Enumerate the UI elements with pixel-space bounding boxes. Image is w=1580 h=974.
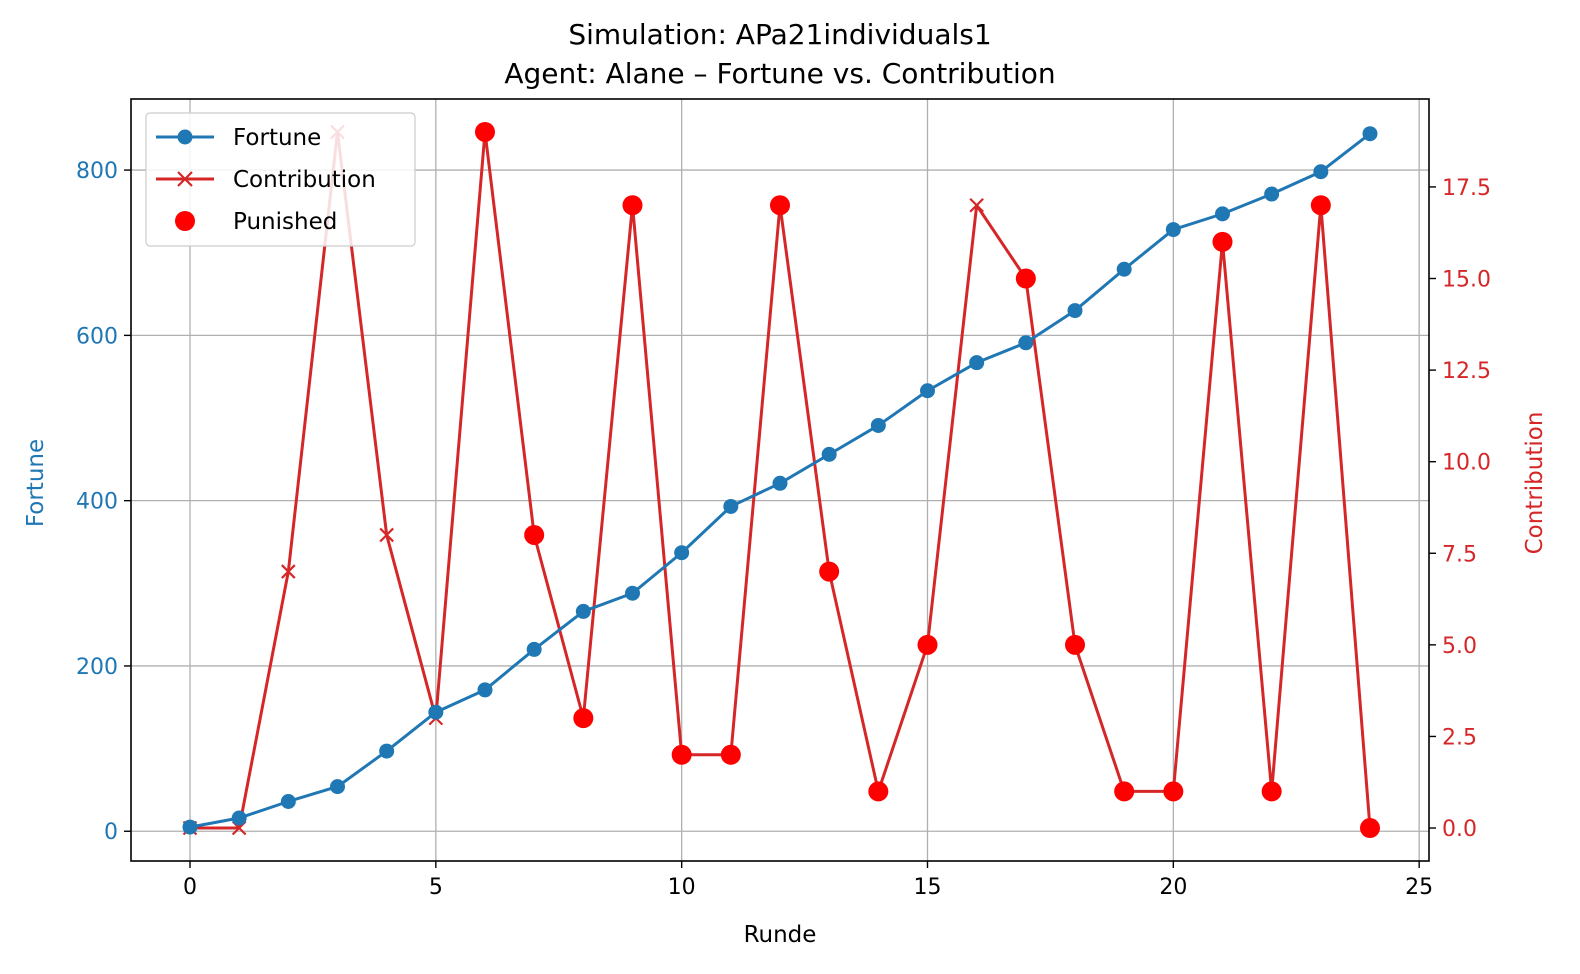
punished-point bbox=[1360, 818, 1380, 839]
y-right-tick-label: 10.0 bbox=[1442, 451, 1491, 476]
legend-punished-label: Punished bbox=[233, 209, 337, 235]
contribution-point bbox=[969, 197, 984, 213]
punished-series bbox=[475, 121, 1380, 839]
x-tick-label: 5 bbox=[429, 875, 443, 900]
legend-fortune-marker bbox=[177, 129, 193, 145]
fortune-point bbox=[1165, 222, 1181, 238]
fortune-point bbox=[674, 545, 690, 561]
punished-point bbox=[1261, 781, 1282, 802]
y-left-tick-label: 600 bbox=[76, 324, 118, 349]
fortune-point bbox=[1215, 206, 1230, 222]
y-axis-right-label: Contribution bbox=[1522, 412, 1548, 555]
punished-point bbox=[524, 524, 545, 545]
punished-point bbox=[1015, 268, 1036, 289]
fortune-point bbox=[575, 603, 591, 619]
contribution-point bbox=[281, 564, 296, 579]
fortune-point bbox=[1067, 303, 1083, 319]
y-axis-left-label: Fortune bbox=[23, 439, 49, 527]
fortune-point bbox=[477, 682, 493, 698]
y-right-tick-label: 12.5 bbox=[1442, 359, 1491, 384]
punished-point bbox=[671, 744, 692, 765]
y-right-tick-label: 5.0 bbox=[1442, 634, 1477, 659]
y-right-tick-label: 7.5 bbox=[1442, 542, 1477, 567]
x-tick-label: 10 bbox=[668, 875, 696, 900]
fortune-point bbox=[821, 446, 837, 462]
x-tick-label: 0 bbox=[183, 875, 197, 900]
legend: Fortune Contribution Punished bbox=[145, 112, 416, 247]
y-left-tick-label: 400 bbox=[76, 490, 118, 515]
punished-point bbox=[622, 195, 643, 216]
punished-point bbox=[573, 708, 594, 729]
fortune-point bbox=[1313, 164, 1329, 180]
y-right-tick-label: 2.5 bbox=[1442, 725, 1477, 750]
punished-point bbox=[1163, 781, 1184, 802]
fortune-series bbox=[182, 126, 1378, 835]
fortune-point bbox=[182, 819, 198, 835]
x-axis-label: Runde bbox=[744, 922, 817, 948]
y-right-tick-label: 0.0 bbox=[1442, 817, 1477, 842]
contribution-point bbox=[379, 527, 394, 543]
fortune-point bbox=[723, 498, 739, 514]
fortune-point bbox=[772, 475, 788, 491]
punished-point bbox=[1114, 781, 1135, 802]
fortune-point bbox=[920, 383, 935, 399]
fortune-point bbox=[1264, 186, 1280, 202]
punished-point bbox=[1310, 195, 1331, 216]
fortune-point bbox=[379, 743, 395, 759]
y-left-tick-label: 200 bbox=[76, 655, 118, 680]
punished-point bbox=[475, 121, 495, 142]
fortune-point bbox=[526, 641, 542, 657]
punished-point bbox=[868, 781, 889, 802]
plot-frame bbox=[130, 98, 1430, 862]
fortune-point bbox=[330, 779, 345, 795]
fortune-point bbox=[231, 810, 247, 826]
chart-subtitle: Agent: Alane – Fortune vs. Contribution bbox=[504, 57, 1055, 90]
fortune-point bbox=[969, 355, 985, 371]
x-tick-label: 20 bbox=[1159, 875, 1187, 900]
fortune-point bbox=[1018, 335, 1034, 351]
legend-contribution-label: Contribution bbox=[233, 167, 376, 193]
fortune-point bbox=[625, 585, 640, 601]
legend-fortune-label: Fortune bbox=[233, 125, 321, 151]
punished-point bbox=[1065, 634, 1085, 655]
legend-punished-marker bbox=[175, 211, 195, 231]
fortune-point bbox=[870, 417, 886, 433]
punished-point bbox=[917, 634, 938, 655]
x-tick-label: 15 bbox=[914, 875, 942, 900]
punished-point bbox=[1212, 231, 1233, 252]
fortune-point bbox=[1116, 261, 1132, 277]
fortune-point bbox=[280, 793, 296, 809]
legend-contribution-marker bbox=[177, 171, 193, 187]
y-left-tick-label: 0 bbox=[104, 820, 118, 845]
y-right-tick-label: 17.5 bbox=[1442, 176, 1491, 201]
fortune-point bbox=[1362, 126, 1378, 142]
y-right-tick-label: 15.0 bbox=[1442, 268, 1491, 293]
punished-point bbox=[720, 744, 741, 765]
fortune-point bbox=[428, 704, 444, 720]
chart-title: Simulation: APa21individuals1 bbox=[568, 18, 991, 51]
legend-box bbox=[145, 112, 416, 247]
punished-point bbox=[819, 561, 840, 582]
x-tick-label: 25 bbox=[1405, 875, 1433, 900]
punished-point bbox=[770, 195, 790, 216]
y-left-tick-label: 800 bbox=[76, 159, 118, 184]
axes: 0 5 10 15 20 25 0 200 400 600 800 0.0 2.5 5.0 7.5 10.0 1… bbox=[76, 159, 1491, 900]
